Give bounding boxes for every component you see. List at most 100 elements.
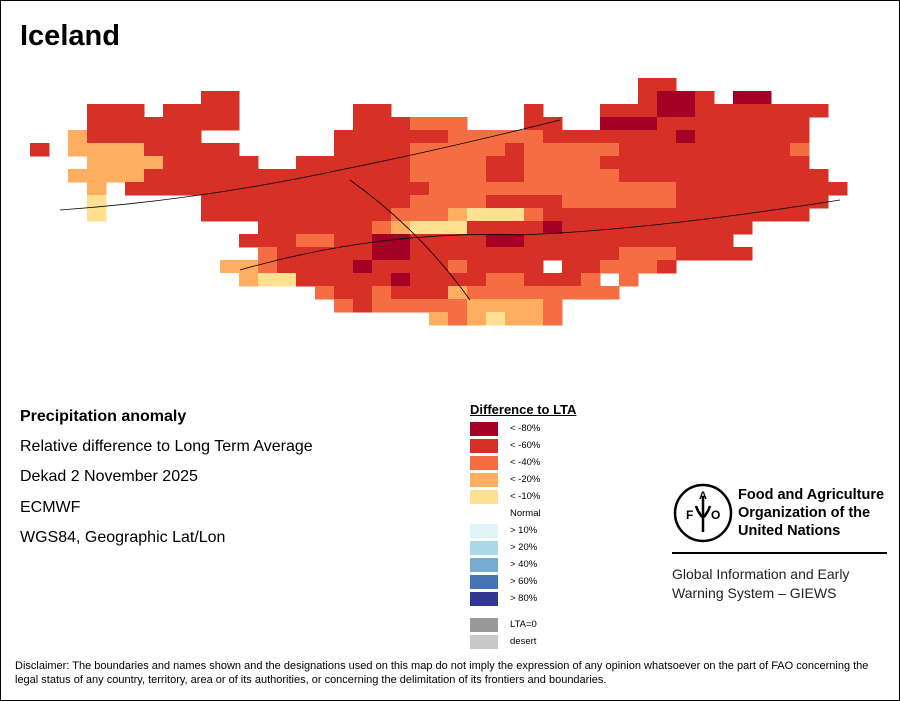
grid-cell: [657, 78, 677, 92]
grid-cell: [790, 143, 810, 157]
grid-cell: [790, 182, 810, 196]
grid-cell: [467, 169, 487, 183]
grid-cell: [258, 195, 278, 209]
grid-cell: [353, 247, 373, 261]
grid-cell: [467, 130, 487, 144]
grid-cell: [771, 143, 791, 157]
grid-cell: [334, 156, 354, 170]
grid-cell: [752, 208, 772, 222]
legend-item: desert: [470, 635, 610, 649]
grid-cell: [695, 91, 715, 105]
grid-cell: [695, 143, 715, 157]
grid-cell: [315, 169, 335, 183]
grid-cell: [562, 260, 582, 274]
grid-cell: [372, 156, 392, 170]
grid-cell: [486, 182, 506, 196]
grid-cell: [524, 312, 544, 326]
info-heading: Precipitation anomaly: [20, 408, 187, 425]
fao-name: Food and Agriculture Organization of the…: [738, 486, 884, 540]
grid-cell: [334, 143, 354, 157]
grid-cell: [372, 299, 392, 313]
grid-cell: [676, 169, 696, 183]
grid-cell: [581, 182, 601, 196]
grid-cell: [600, 156, 620, 170]
legend-label: > 80%: [510, 593, 538, 604]
legend-label: > 40%: [510, 559, 538, 570]
grid-cell: [619, 156, 639, 170]
grid-cell: [581, 130, 601, 144]
grid-cell: [790, 104, 810, 118]
grid-cell: [467, 247, 487, 261]
grid-cell: [562, 156, 582, 170]
grid-cell: [467, 221, 487, 235]
legend-item: > 10%: [470, 524, 610, 538]
grid-cell: [771, 208, 791, 222]
grid-cell: [638, 221, 658, 235]
grid-cell: [353, 195, 373, 209]
legend-label: < -40%: [510, 457, 541, 468]
grid-cell: [296, 260, 316, 274]
fao-name-line: Organization of the: [738, 505, 871, 521]
grid-cell: [353, 234, 373, 248]
legend-label: > 20%: [510, 542, 538, 553]
grid-cell: [714, 143, 734, 157]
grid-cell: [752, 104, 772, 118]
grid-cell: [486, 286, 506, 300]
legend-item: < -60%: [470, 439, 610, 453]
grid-cell: [353, 169, 373, 183]
grid-cell: [543, 221, 563, 235]
grid-cell: [315, 260, 335, 274]
grid-cell: [277, 208, 297, 222]
grid-cell: [334, 195, 354, 209]
legend-label: > 60%: [510, 576, 538, 587]
grid-cell: [448, 260, 468, 274]
grid-cell: [581, 260, 601, 274]
grid-cell: [353, 143, 373, 157]
grid-cell: [505, 156, 525, 170]
grid-cell: [353, 130, 373, 144]
grid-cell: [467, 195, 487, 209]
grid-cell: [239, 208, 259, 222]
grid-cell: [562, 143, 582, 157]
grid-cell: [448, 195, 468, 209]
legend-label: desert: [510, 636, 537, 647]
grid-cell: [543, 247, 563, 261]
fao-name-line: Food and Agriculture: [738, 487, 885, 503]
grid-cell: [410, 182, 430, 196]
grid-cell: [638, 182, 658, 196]
grid-cell: [562, 221, 582, 235]
grid-cell: [353, 208, 373, 222]
giews-name: Global Information and Early Warning Sys…: [672, 565, 849, 603]
legend-swatch: [470, 422, 498, 436]
grid-cell: [334, 273, 354, 287]
grid-cell: [524, 117, 544, 131]
grid-cell: [676, 221, 696, 235]
anomaly-map: [30, 78, 848, 326]
grid-cell: [334, 221, 354, 235]
grid-cell: [486, 273, 506, 287]
grid-cell: [277, 234, 297, 248]
grid-cell: [657, 143, 677, 157]
grid-cell: [220, 195, 240, 209]
boundary-line: [349, 179, 471, 301]
grid-cell: [391, 182, 411, 196]
grid-cell: [752, 182, 772, 196]
grid-cell: [315, 195, 335, 209]
grid-cell: [220, 156, 240, 170]
grid-cell: [258, 221, 278, 235]
grid-cell: [334, 247, 354, 261]
grid-cell: [733, 247, 753, 261]
map-title: Iceland: [20, 20, 120, 52]
grid-cell: [714, 117, 734, 131]
grid-cell: [695, 117, 715, 131]
grid-cell: [524, 104, 544, 118]
grid-cell: [87, 143, 107, 157]
grid-cell: [486, 143, 506, 157]
grid-cell: [277, 273, 297, 287]
grid-cell: [125, 130, 145, 144]
grid-cell: [201, 195, 221, 209]
grid-cell: [353, 221, 373, 235]
grid-cell: [315, 182, 335, 196]
grid-cell: [505, 195, 525, 209]
grid-cell: [296, 169, 316, 183]
